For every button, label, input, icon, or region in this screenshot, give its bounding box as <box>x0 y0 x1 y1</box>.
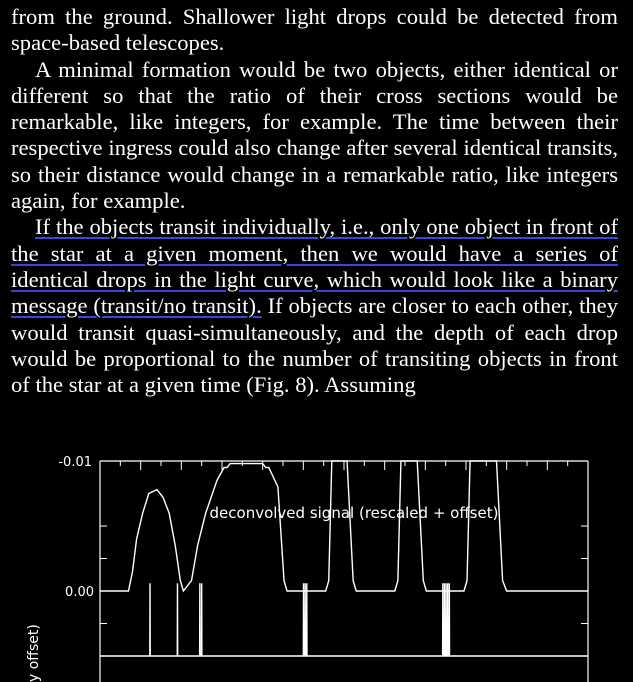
paragraph-3: If the objects transit individually, i.e… <box>11 214 618 398</box>
y-tick-label-neg001: -0.01 <box>58 455 92 470</box>
y-axis-label: y offset) <box>26 624 42 682</box>
deconvolved-signal-line <box>100 583 588 657</box>
figure-8-chart: -0.01 0.00 deconvolved signal (rescaled … <box>26 455 589 682</box>
highlighted-text[interactable]: If the objects transit individually, i.e… <box>11 214 618 319</box>
deconvolved-signal-annotation: deconvolved signal (rescaled + offset) <box>210 504 499 522</box>
light-curve-line <box>100 460 588 593</box>
paragraph-1: from the ground. Shallower light drops c… <box>11 4 618 56</box>
y-tick-label-000: 0.00 <box>65 585 94 600</box>
paragraph-3-rest: If objects are closer to each other, the… <box>11 293 619 398</box>
paragraph-2: A minimal formation would be two objects… <box>11 56 618 214</box>
article-text: from the ground. Shallower light drops c… <box>11 4 618 398</box>
